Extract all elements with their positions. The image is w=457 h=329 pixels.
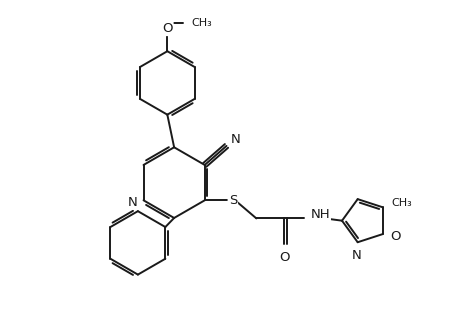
Text: O: O: [162, 22, 173, 35]
Text: CH₃: CH₃: [391, 198, 412, 208]
Text: O: O: [390, 230, 401, 243]
Text: N: N: [231, 133, 241, 146]
Text: N: N: [128, 196, 138, 209]
Text: N: N: [352, 249, 361, 262]
Text: O: O: [279, 251, 290, 265]
Text: S: S: [228, 194, 237, 207]
Text: NH: NH: [310, 208, 330, 221]
Text: CH₃: CH₃: [191, 18, 212, 28]
